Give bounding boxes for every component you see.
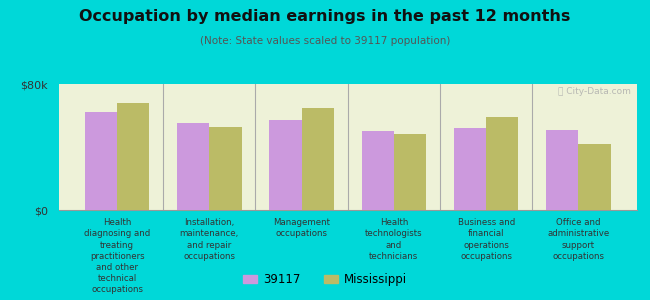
Bar xyxy=(209,127,242,210)
Bar xyxy=(302,108,334,210)
Bar xyxy=(84,112,117,210)
Bar xyxy=(394,134,426,210)
Text: ⓘ City-Data.com: ⓘ City-Data.com xyxy=(558,86,631,95)
Bar xyxy=(546,130,578,210)
Text: Occupation by median earnings in the past 12 months: Occupation by median earnings in the pas… xyxy=(79,9,571,24)
Bar xyxy=(361,131,394,210)
Bar xyxy=(486,117,519,210)
Bar xyxy=(269,120,302,210)
Bar xyxy=(454,128,486,210)
Text: (Note: State values scaled to 39117 population): (Note: State values scaled to 39117 popu… xyxy=(200,36,450,46)
Bar xyxy=(117,103,150,210)
Legend: 39117, Mississippi: 39117, Mississippi xyxy=(238,269,412,291)
Bar xyxy=(578,144,611,210)
Bar xyxy=(177,123,209,210)
